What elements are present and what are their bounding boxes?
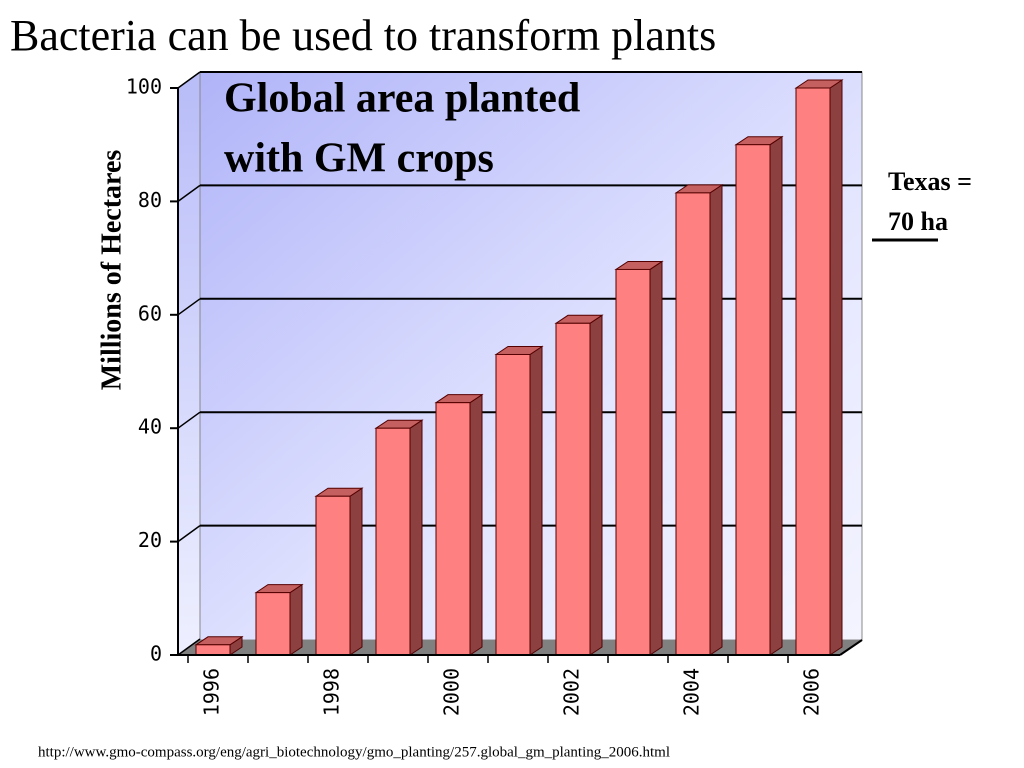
bar [255, 592, 291, 656]
bar-side [349, 487, 363, 656]
bar-side [289, 583, 303, 656]
bar [375, 427, 411, 656]
tick-depth [177, 298, 201, 316]
bar [315, 495, 351, 656]
bar [615, 268, 651, 656]
chart-title-line: with GM crops [224, 136, 494, 182]
bar [495, 353, 531, 656]
y-tick-label: 100 [126, 75, 162, 99]
bar-side [709, 183, 723, 656]
tick-depth [177, 71, 201, 89]
y-axis-label: Millions of Hectares [96, 150, 127, 391]
x-tick-label: 2006 [800, 668, 824, 716]
annotation: Texas = [888, 167, 972, 196]
x-tick-label: 2004 [680, 668, 704, 716]
bar [735, 144, 771, 656]
x-tick-label: 1996 [200, 668, 224, 716]
bar-side [469, 393, 483, 656]
x-tick-label: 1998 [320, 668, 344, 716]
bar [555, 322, 591, 656]
tick-depth [177, 638, 201, 656]
chart-title-line: Global area planted [224, 76, 580, 122]
bar [435, 402, 471, 656]
side-wall [177, 71, 201, 656]
bar-side [409, 419, 423, 656]
bar-side [529, 345, 543, 656]
x-axis-depth [839, 639, 863, 656]
y-tick-label: 60 [138, 301, 162, 325]
y-tick-label: 0 [150, 642, 162, 666]
x-tick-label: 2000 [440, 668, 464, 716]
y-tick-label: 20 [138, 528, 162, 552]
tick-depth [177, 524, 201, 543]
tick-depth [177, 184, 201, 203]
annotation: 70 ha [888, 207, 948, 236]
x-tick-label: 2002 [560, 668, 584, 716]
bar-side [589, 314, 603, 656]
tick-depth [177, 411, 201, 429]
bar-side [829, 79, 843, 656]
bar-side [769, 135, 783, 656]
source: http://www.gmo-compass.org/eng/agri_biot… [38, 744, 670, 760]
slide-title: Bacteria can be used to transform plants [10, 11, 716, 60]
bar [195, 644, 231, 656]
y-tick-label: 40 [138, 415, 162, 439]
bar [675, 192, 711, 656]
bar-side [649, 260, 663, 656]
bar [795, 87, 831, 656]
y-tick-label: 80 [138, 188, 162, 212]
